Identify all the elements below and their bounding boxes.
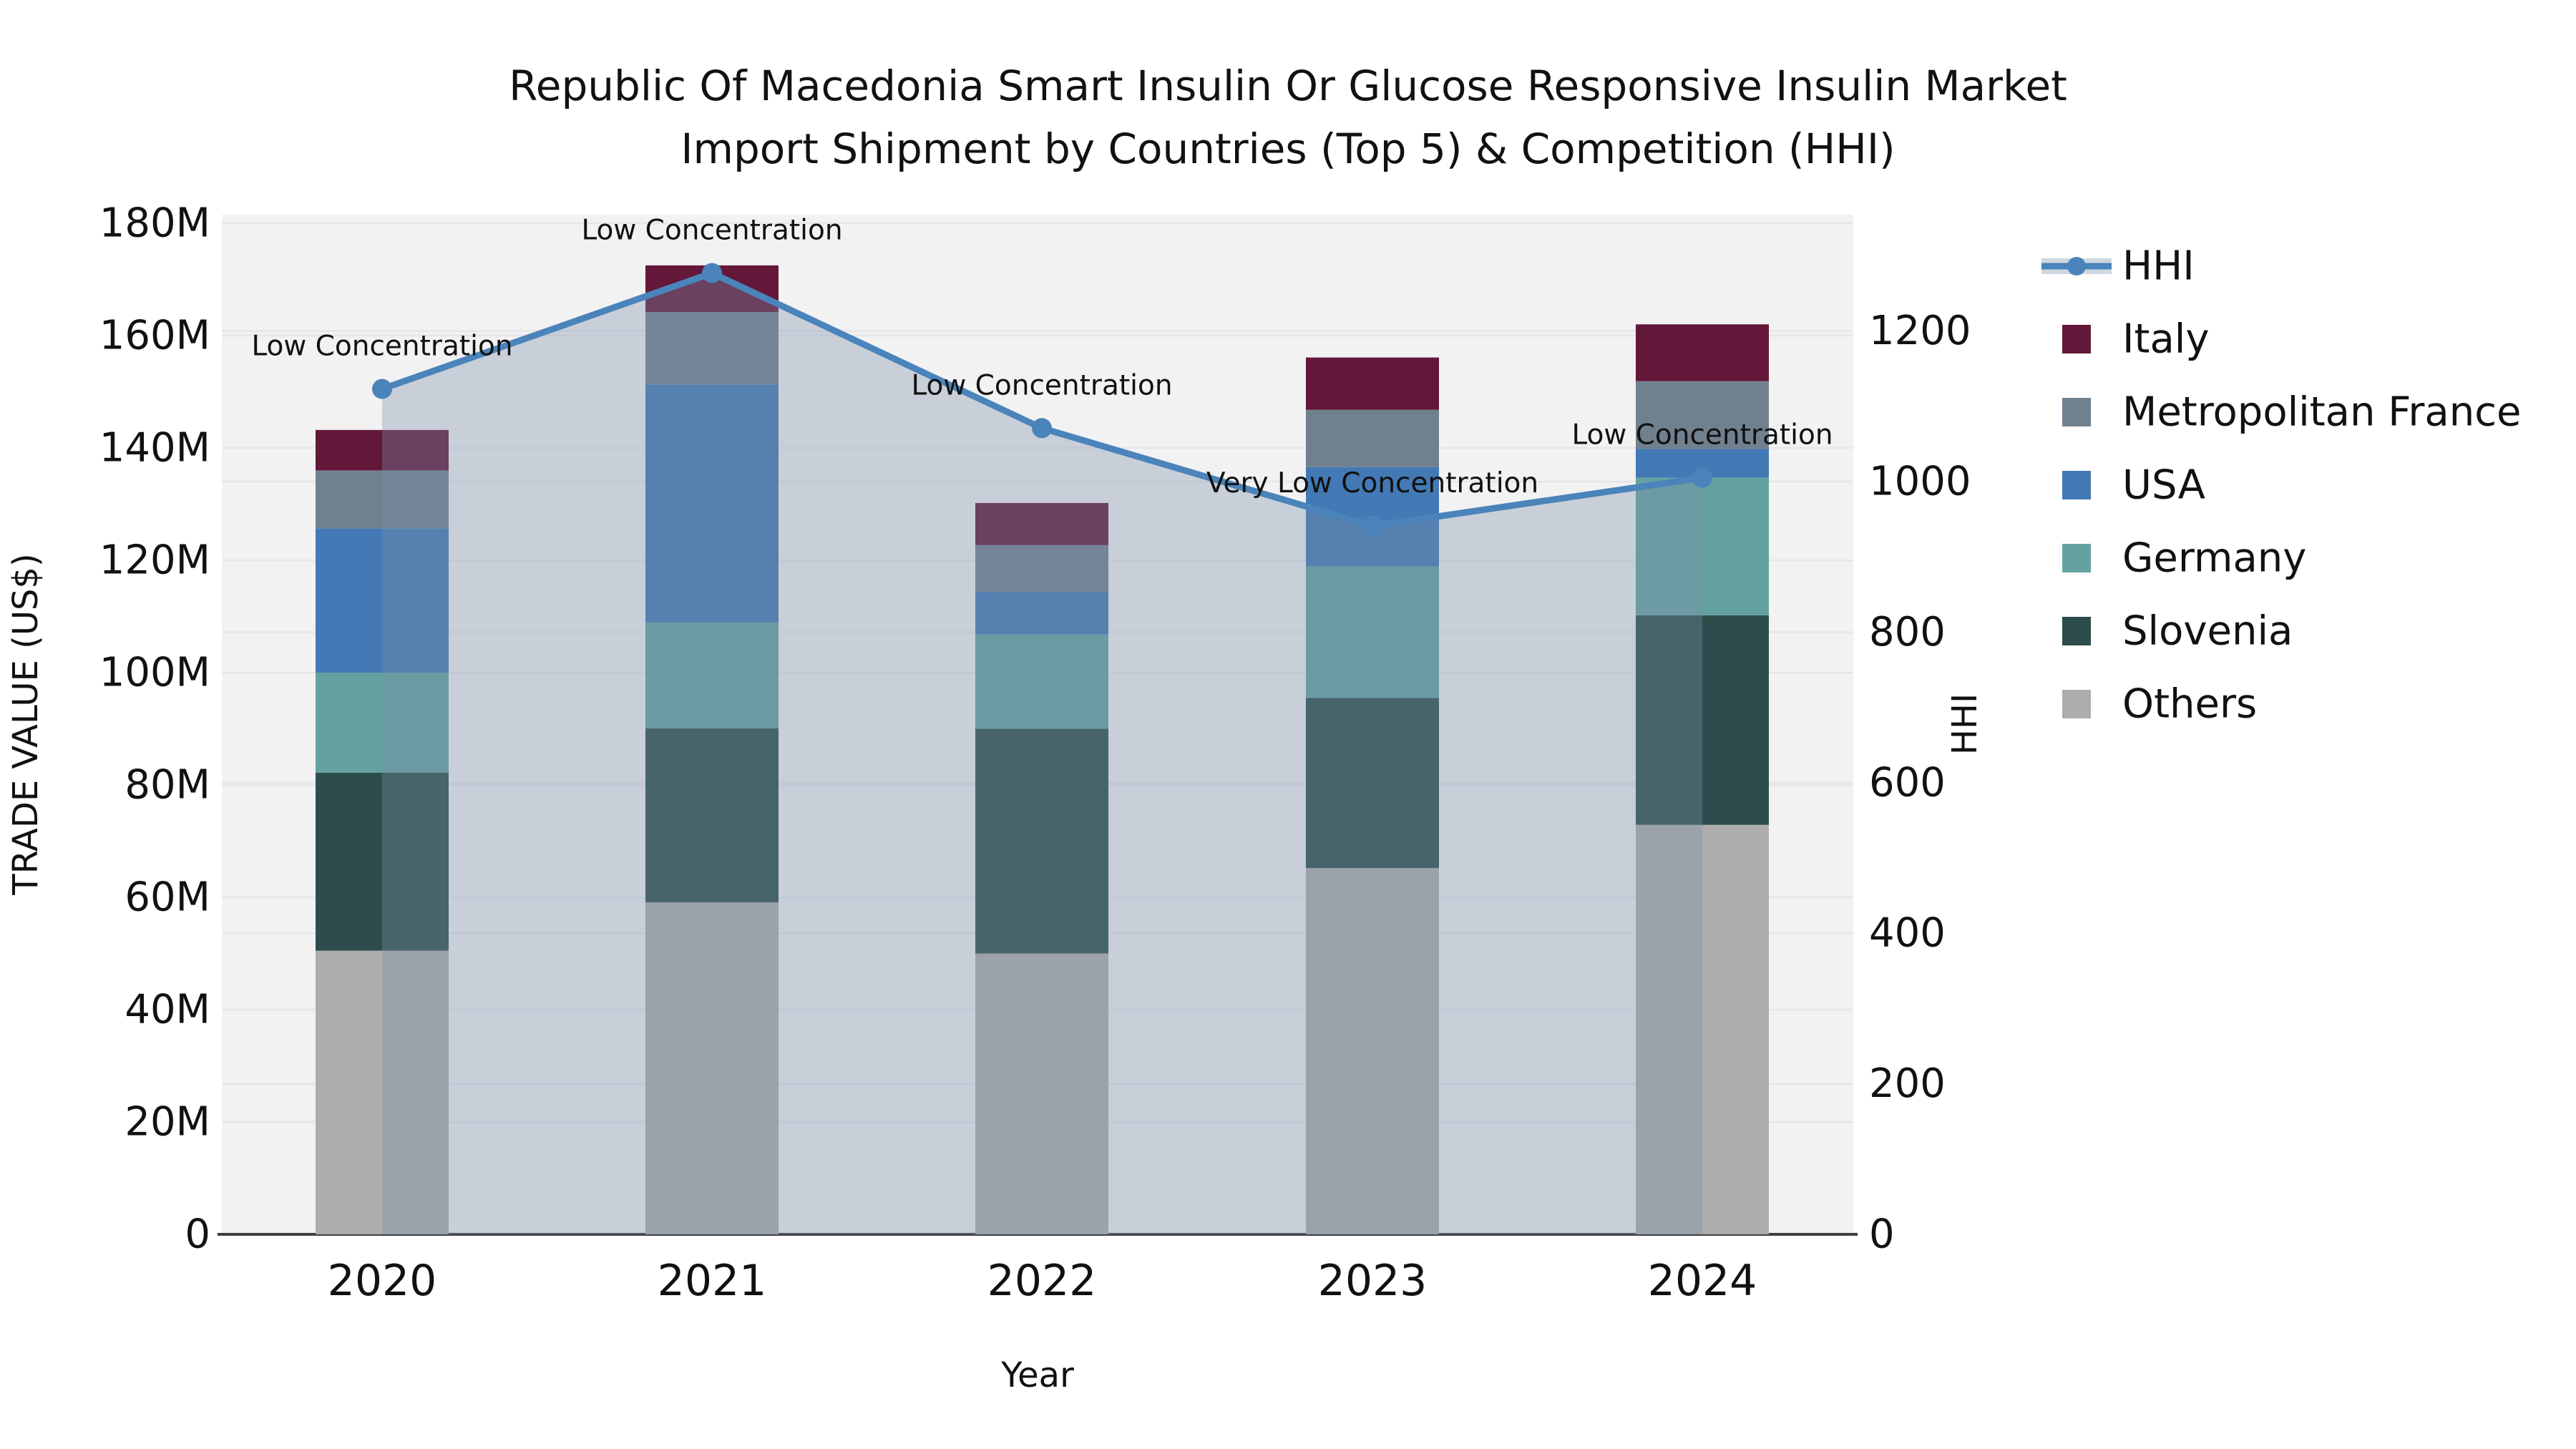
y-right-tick-800: 800: [1869, 609, 1946, 655]
annotation-2020: Low Concentration: [251, 331, 512, 363]
legend-label: Germany: [2122, 535, 2306, 582]
x-tick-2021: 2021: [658, 1256, 767, 1306]
bar-segment-2021-germany: [645, 623, 779, 728]
legend-label: Metropolitan France: [2122, 389, 2521, 436]
bar-segment-2022-slovenia: [975, 728, 1108, 954]
legend-swatch: [2062, 690, 2091, 718]
y-left-tick-180M: 180M: [99, 200, 210, 247]
y-left-tick-40M: 40M: [125, 987, 210, 1033]
legend-label: Slovenia: [2122, 608, 2293, 655]
annotation-2022: Low Concentration: [911, 369, 1172, 401]
legend-label: Italy: [2122, 316, 2210, 363]
bar-segment-2020-slovenia: [316, 772, 449, 951]
hhi-marker-2024: [1692, 467, 1712, 488]
y-left-tick-100M: 100M: [99, 650, 210, 696]
hhi-area-fill: [382, 273, 1702, 1235]
hhi-marker-2023: [1362, 516, 1382, 537]
y-left-axis-label: TRADE VALUE (US$): [6, 553, 46, 895]
y-left-tick-120M: 120M: [99, 537, 210, 584]
bar-segment-2023-slovenia: [1306, 698, 1439, 869]
legend-label: HHI: [2122, 243, 2195, 290]
legend-swatch: [2062, 398, 2091, 426]
y-right-axis-label: HHI: [1945, 693, 1985, 755]
y-left-tick-140M: 140M: [99, 425, 210, 472]
y-right-tick-200: 200: [1869, 1060, 1946, 1107]
legend: HHI Italy Metropolitan France USA Germany Slo…: [2041, 243, 2521, 728]
bar-2022: [975, 502, 1108, 1234]
chart-title-line2: Import Shipment by Countries (Top 5) & C…: [680, 125, 1895, 173]
bar-2020: [316, 429, 449, 1234]
bar-segment-2024-others: [1636, 824, 1769, 1234]
y-right-tick-600: 600: [1869, 759, 1946, 806]
x-tick-2022: 2022: [987, 1256, 1097, 1306]
y-left-tick-0: 0: [185, 1211, 210, 1258]
legend-swatch: [2062, 325, 2091, 353]
bar-segment-2020-metropolitan-france: [316, 470, 449, 529]
hhi-line: [372, 263, 1712, 537]
bar-segment-2020-others: [316, 950, 449, 1234]
legend-item-metropolitan-france: Metropolitan France: [2062, 389, 2521, 436]
annotation-2024: Low Concentration: [1571, 419, 1833, 452]
bar-2024: [1636, 324, 1769, 1234]
legend-hhi-marker: [2067, 257, 2086, 275]
bar-segment-2021-others: [645, 902, 779, 1234]
legend-item-hhi: HHI: [2041, 243, 2195, 290]
y-right-tick-1200: 1200: [1869, 308, 1971, 354]
y-left-tick-60M: 60M: [125, 874, 210, 921]
bar-segment-2023-italy: [1306, 357, 1439, 410]
bar-segment-2021-slovenia: [645, 728, 779, 903]
annotation-2023: Very Low Concentration: [1206, 467, 1538, 499]
bar-segment-2023-others: [1306, 868, 1439, 1234]
bar-segment-2022-germany: [975, 634, 1108, 729]
legend-label: USA: [2122, 462, 2205, 509]
legend-item-usa: USA: [2062, 462, 2205, 509]
annotations: Low Concentration Low Concentration Low Co…: [251, 215, 1833, 499]
bar-segment-2022-usa: [975, 591, 1108, 635]
axis-ticks: 0 20M 40M 60M 80M 100M 120M 140M 160M 180M 0 200 400…: [99, 200, 1971, 1307]
y-right-tick-400: 400: [1869, 910, 1946, 957]
bar-segment-2020-italy: [316, 429, 449, 471]
bar-2021: [645, 265, 779, 1234]
x-tick-2024: 2024: [1648, 1256, 1757, 1306]
hhi-area: [382, 273, 1702, 1235]
bar-segment-2024-italy: [1636, 324, 1769, 381]
y-right-tick-0: 0: [1869, 1211, 1895, 1258]
annotation-2021: Low Concentration: [581, 215, 842, 247]
bar-segment-2020-germany: [316, 673, 449, 773]
x-axis-label: Year: [1000, 1355, 1074, 1395]
y-left-tick-20M: 20M: [125, 1099, 210, 1146]
legend-item-italy: Italy: [2062, 316, 2210, 363]
bar-segment-2023-metropolitan-france: [1306, 409, 1439, 467]
hhi-marker-2022: [1032, 418, 1052, 439]
bar-segment-2024-slovenia: [1636, 615, 1769, 825]
y-left-tick-160M: 160M: [99, 313, 210, 359]
hhi-marker-2020: [372, 379, 392, 399]
bar-segment-2021-metropolitan-france: [645, 312, 779, 385]
bar-segment-2022-others: [975, 953, 1108, 1234]
y-left-tick-80M: 80M: [125, 762, 210, 809]
bar-segment-2022-italy: [975, 502, 1108, 545]
bar-segment-2024-metropolitan-france: [1636, 381, 1769, 449]
hhi-marker-2021: [702, 263, 722, 283]
bar-segment-2023-germany: [1306, 566, 1439, 698]
bar-segment-2021-usa: [645, 384, 779, 623]
legend-swatch: [2062, 471, 2091, 499]
bar-segment-2020-usa: [316, 528, 449, 673]
chart-title-line1: Republic Of Macedonia Smart Insulin Or G…: [509, 62, 2067, 110]
legend-swatch: [2062, 617, 2091, 645]
bar-segment-2024-germany: [1636, 477, 1769, 615]
x-tick-2020: 2020: [328, 1256, 437, 1306]
y-right-tick-1000: 1000: [1869, 459, 1971, 505]
legend-swatch: [2062, 544, 2091, 572]
legend-item-germany: Germany: [2062, 535, 2306, 582]
bar-segment-2022-metropolitan-france: [975, 545, 1108, 592]
legend-label: Others: [2122, 681, 2257, 728]
legend-item-slovenia: Slovenia: [2062, 608, 2293, 655]
legend-item-others: Others: [2062, 681, 2257, 728]
x-tick-2023: 2023: [1318, 1256, 1428, 1306]
